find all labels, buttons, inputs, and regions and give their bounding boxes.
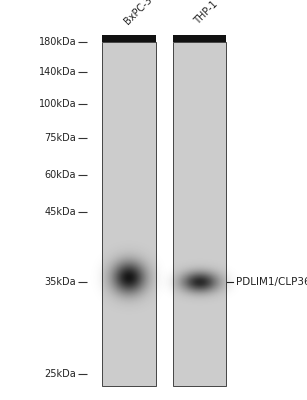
Text: 180kDa: 180kDa — [38, 37, 76, 47]
Bar — [173, 42, 227, 386]
Text: 35kDa: 35kDa — [45, 277, 76, 287]
Text: 75kDa: 75kDa — [45, 133, 76, 143]
Bar — [173, 35, 227, 42]
Text: PDLIM1/CLP36: PDLIM1/CLP36 — [236, 277, 307, 287]
Text: 100kDa: 100kDa — [38, 99, 76, 109]
Text: 25kDa: 25kDa — [45, 369, 76, 379]
Text: BxPC-3: BxPC-3 — [122, 0, 154, 26]
Bar — [102, 35, 156, 42]
Text: 45kDa: 45kDa — [45, 207, 76, 217]
Text: THP-1: THP-1 — [192, 0, 220, 26]
Text: 60kDa: 60kDa — [45, 170, 76, 180]
Text: 140kDa: 140kDa — [38, 67, 76, 77]
Bar — [102, 42, 156, 386]
